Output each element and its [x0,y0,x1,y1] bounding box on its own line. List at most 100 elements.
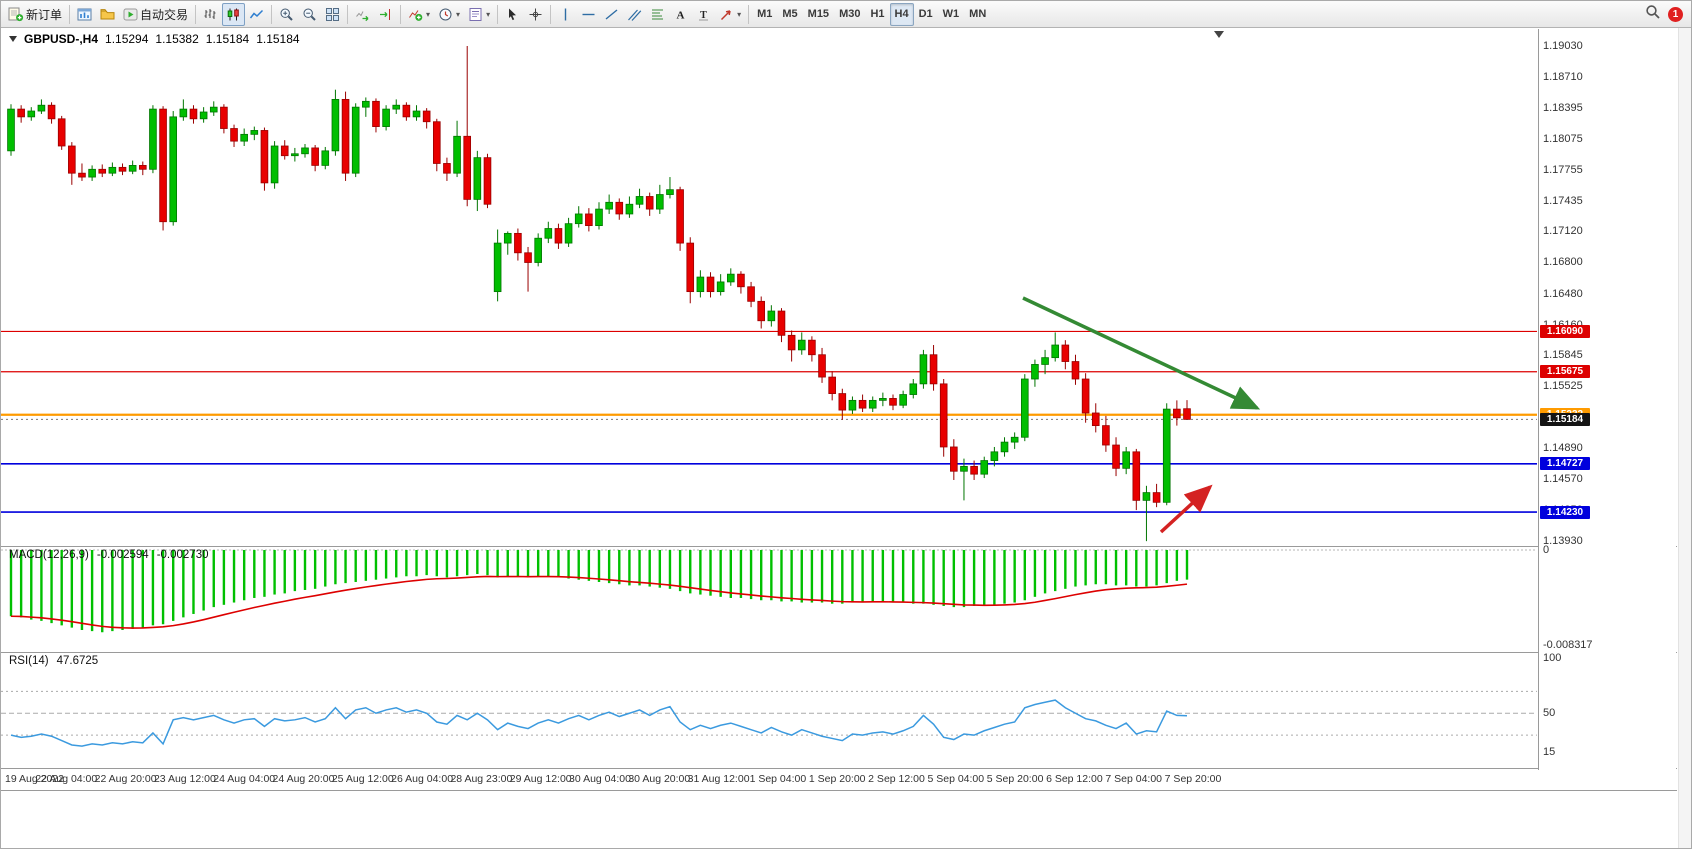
fibonacci-button[interactable] [646,3,669,26]
macd-label: MACD(12,26,9) -0.002594 -0.002730 [9,549,208,561]
toolbar-separator [550,4,552,24]
dropdown-arrow-icon[interactable]: ▾ [486,9,491,19]
notification-badge[interactable]: 1 [1668,6,1683,22]
chart-window-icon [77,7,92,22]
label-button[interactable]: T [692,3,715,26]
timeframe-w1[interactable]: W1 [942,8,960,20]
new-chart-button[interactable] [73,3,96,26]
svg-text:A: A [677,9,685,21]
time-label: 6 Sep 12:00 [1046,773,1103,785]
cursor-button[interactable] [501,3,524,26]
timeframe-mn[interactable]: MN [969,8,987,20]
ohlc-low: 1.15184 [205,32,250,46]
panel-divider[interactable] [1,546,1677,547]
dropdown-arrow-icon[interactable]: ▾ [456,9,461,19]
indicators-button[interactable]: ▾ [404,3,434,26]
ohlc-high: 1.15382 [155,32,199,46]
toolbar-separator [748,4,750,24]
dropdown-arrow-icon[interactable]: ▾ [737,9,742,19]
candle-series [7,45,1191,542]
zoom-in-icon [279,7,294,22]
tile-windows-icon [325,7,340,22]
dropdown-arrow-icon[interactable]: ▾ [426,9,431,19]
new-order-button[interactable]: 新订单 [4,3,66,26]
label-icon: T [696,7,711,22]
zoom-in-button[interactable] [275,3,298,26]
price-tick: 1.18710 [1543,71,1583,84]
macd-value: -0.002594 [96,549,149,561]
bar-chart-button[interactable] [199,3,222,26]
horizontal-line-button[interactable] [577,3,600,26]
time-axis[interactable]: 19 Aug 2022 22 Aug 04:00 22 Aug 20:00 23 Au… [1,769,1538,790]
autotrading-button[interactable]: 自动交易 [119,3,192,26]
toolbar-separator [271,4,273,24]
horizontal-line-icon [581,7,596,22]
timeframe-h1[interactable]: H1 [870,8,885,20]
new-order-button-label: 新订单 [26,7,63,22]
svg-text:T: T [700,10,707,21]
price-axis[interactable]: 1.19030 1.18710 1.18395 1.18075 1.17755 1.174… [1539,29,1676,790]
chart-title: GBPUSD-,H4 1.15294 1.15382 1.15184 1.151… [9,32,300,46]
price-tick: 1.19030 [1543,39,1583,52]
time-label: 24 Aug 20:00 [272,773,335,785]
new-order-icon [8,7,24,22]
arrow-shapes-icon [719,7,734,22]
panel-divider[interactable] [1,652,1677,653]
reversal-arrow[interactable] [1159,484,1213,534]
text-button[interactable]: A [669,3,692,26]
rsi-name: RSI(14) [9,655,49,667]
downtrend-arrow[interactable] [1022,296,1261,410]
price-tick: 1.15845 [1543,349,1583,362]
chart-shift-marker[interactable] [1214,31,1224,38]
time-label: 5 Sep 04:00 [927,773,985,785]
main-chart[interactable] [1,29,1538,547]
tile-windows-button[interactable] [321,3,344,26]
timeframe-h4[interactable]: H4 [889,2,914,26]
macd-panel[interactable] [1,547,1538,652]
candle-chart-button[interactable] [222,2,246,26]
macd-signal-line [10,575,1188,629]
chart-shift-button[interactable] [374,3,397,26]
trendline-button[interactable] [600,3,623,26]
zoom-out-button[interactable] [298,3,321,26]
timeframe-m5[interactable]: M5 [782,8,798,20]
chart-symbol-period: GBPUSD-,H4 [24,32,99,46]
auto-scroll-button[interactable] [351,3,374,26]
panel-divider[interactable] [1,768,1677,769]
channel-button[interactable] [623,3,646,26]
price-tick: 1.14570 [1543,473,1583,485]
arrow-shapes-button[interactable]: ▾ [715,3,745,26]
vertical-line-button[interactable] [554,3,577,26]
toolbar-separator [347,4,349,24]
time-label: 29 Aug 12:00 [509,773,572,785]
price-tick: 1.17755 [1543,163,1583,176]
periods-button[interactable]: ▾ [434,3,464,26]
collapse-icon[interactable] [9,36,17,42]
search-icon[interactable] [1645,4,1661,25]
time-label: 22 Aug 20:00 [94,773,157,785]
text-icon: A [673,7,688,22]
template-icon [468,7,483,22]
timeframe-m1[interactable]: M1 [757,8,773,20]
zoom-out-icon [302,7,317,22]
candle-chart-icon [226,7,241,22]
line-chart-button[interactable] [245,3,268,26]
crosshair-button[interactable] [524,3,547,26]
timeframe-d1[interactable]: D1 [918,8,933,20]
indicators-icon [408,7,423,22]
crosshair-icon [528,7,543,22]
right-scrollbar[interactable] [1678,28,1691,848]
price-tick: 1.18075 [1543,132,1583,145]
resistance-line-1-badge: 1.16090 [1540,324,1590,338]
rsi-panel[interactable] [1,653,1538,768]
time-label: 2 Sep 12:00 [868,773,925,785]
timeframe-m30[interactable]: M30 [839,8,861,20]
timeframe-m15[interactable]: M15 [807,8,830,20]
profiles-button[interactable] [96,3,119,26]
time-label: 7 Sep 04:00 [1105,773,1163,785]
profiles-icon [100,7,115,22]
toolbar: 新订单 自动交易 ▾ ▾ ▾ A T ▾ M1 M5 M15 M30 H1 H4 D1 W1 MN 1 [1,1,1691,28]
vertical-line-icon [558,7,573,22]
time-label: 22 Aug 04:00 [35,773,98,785]
templates-button[interactable]: ▾ [464,3,494,26]
